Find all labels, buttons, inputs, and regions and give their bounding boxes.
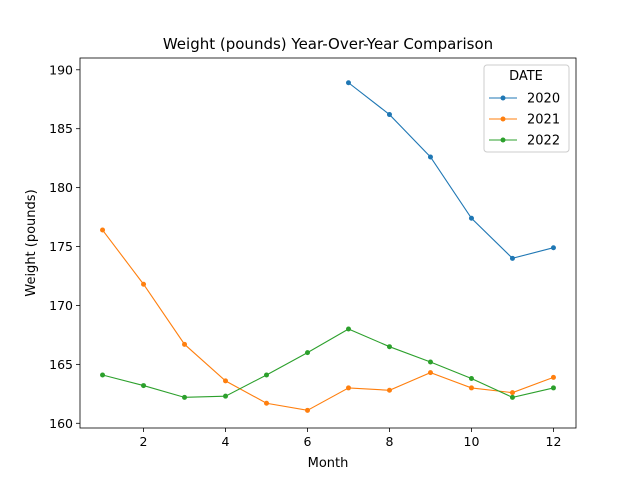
legend-label-2020: 2020 [527, 92, 560, 107]
legend-marker-2022 [500, 137, 506, 143]
data-point-2021 [345, 385, 351, 391]
data-point-2022 [264, 372, 270, 378]
data-point-2022 [386, 344, 392, 350]
data-point-2022 [182, 394, 188, 400]
y-tick-label: 180 [49, 180, 73, 195]
data-point-2020 [509, 255, 515, 261]
data-point-2020 [468, 215, 474, 221]
legend-box [483, 64, 570, 153]
legend-title: DATE [509, 69, 543, 84]
y-axis-label: Weight (pounds) [24, 189, 39, 296]
data-point-2020 [345, 80, 351, 86]
y-tick-label: 185 [49, 121, 73, 136]
data-point-2021 [100, 227, 106, 233]
legend: DATE 2020 2021 2022 [483, 64, 570, 153]
y-tick-label: 165 [49, 357, 73, 372]
x-axis-label: Month [308, 456, 349, 471]
legend-marker-2021 [500, 116, 506, 122]
data-point-2021 [550, 374, 556, 380]
data-point-2021 [305, 407, 311, 413]
y-tick-label: 160 [49, 416, 73, 431]
legend-label-2021: 2021 [527, 113, 560, 128]
x-tick-label: 2 [140, 434, 148, 449]
data-point-2022 [305, 350, 311, 356]
chart-title: Weight (pounds) Year-Over-Year Compariso… [163, 35, 493, 53]
data-point-2021 [223, 378, 229, 384]
data-point-2021 [509, 390, 515, 396]
data-point-2021 [264, 400, 270, 406]
legend-label-2022: 2022 [527, 134, 560, 149]
data-point-2021 [468, 385, 474, 391]
series-line-2022 [102, 328, 554, 398]
y-tick-label: 175 [49, 239, 73, 254]
data-point-2021 [141, 281, 147, 287]
data-point-2021 [386, 387, 392, 393]
data-point-2022 [550, 385, 556, 391]
data-point-2021 [427, 370, 433, 376]
data-point-2020 [550, 245, 556, 251]
x-tick-label: 8 [386, 434, 394, 449]
data-point-2022 [427, 359, 433, 365]
x-tick-label: 10 [464, 434, 480, 449]
data-point-2022 [468, 376, 474, 382]
data-point-2022 [509, 394, 515, 400]
series-line-2020 [348, 82, 554, 259]
plot-frame [79, 57, 577, 429]
data-point-2022 [141, 383, 147, 389]
data-point-2020 [427, 154, 433, 160]
data-point-2021 [182, 341, 188, 347]
x-tick-label: 6 [304, 434, 312, 449]
data-point-2020 [386, 112, 392, 118]
data-point-2022 [100, 372, 106, 378]
x-tick-label: 12 [546, 434, 562, 449]
legend-marker-2020 [500, 95, 506, 101]
data-point-2022 [223, 393, 229, 399]
data-point-2022 [345, 326, 351, 332]
x-tick-label: 4 [222, 434, 230, 449]
y-tick-label: 190 [49, 62, 73, 77]
series-line-2021 [102, 229, 554, 411]
y-tick-label: 170 [49, 298, 73, 313]
